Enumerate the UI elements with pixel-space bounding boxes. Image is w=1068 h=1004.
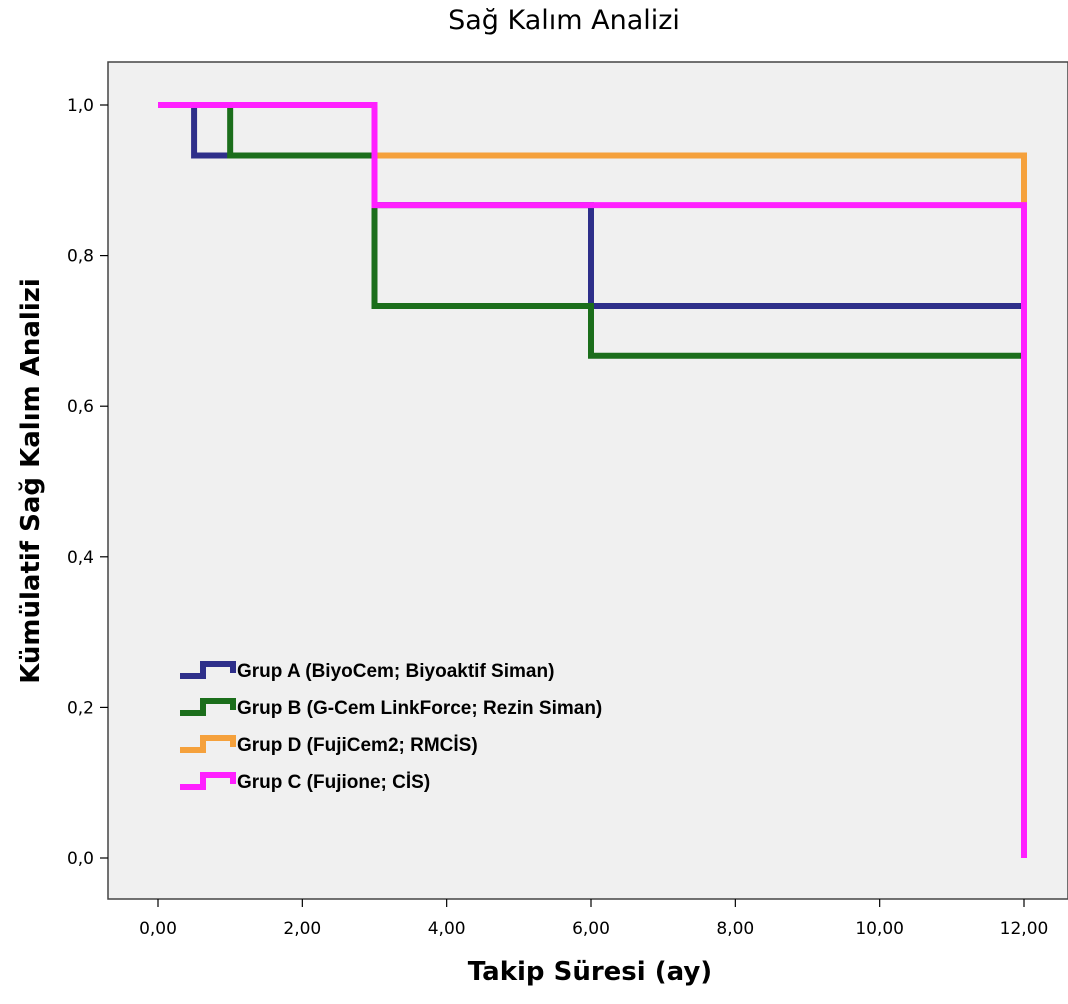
y-tick-label: 0,6: [67, 397, 94, 417]
y-tick-label: 0,4: [67, 548, 94, 568]
legend-swatch: [180, 772, 236, 790]
legend: Grup A (BiyoCem; Biyoaktif Siman) Grup B …: [180, 661, 602, 793]
legend-item: Grup C (Fujione; CİS): [180, 772, 430, 793]
x-tick-label: 4,00: [428, 919, 466, 939]
y-tick-label: 0,0: [67, 849, 94, 869]
series-line-grup-c: [158, 102, 1027, 858]
series-line-grup-b: [158, 102, 1024, 359]
legend-swatch: [180, 661, 236, 679]
legend-label: Grup B (G-Cem LinkForce; Rezin Siman): [237, 698, 602, 719]
series-layer: [158, 102, 1027, 858]
x-axis-title: Takip Süresi (ay): [468, 957, 712, 987]
x-tick-label: 2,00: [283, 919, 321, 939]
y-tick-label: 0,8: [67, 247, 94, 267]
legend-item: Grup D (FujiCem2; RMCİS): [180, 735, 478, 756]
y-tick-label: 1,0: [67, 96, 94, 116]
legend-item: Grup A (BiyoCem; Biyoaktif Siman): [180, 661, 554, 682]
x-axis: 0,00 2,00 4,00 6,00 8,00 10,00 12,00: [139, 899, 1048, 939]
legend-label: Grup D (FujiCem2; RMCİS): [237, 735, 478, 756]
y-tick-label: 0,2: [67, 698, 94, 718]
x-tick-label: 6,00: [572, 919, 610, 939]
chart-title: Sağ Kalım Analizi: [448, 5, 680, 36]
legend-label: Grup C (Fujione; CİS): [237, 772, 430, 793]
legend-label: Grup A (BiyoCem; Biyoaktif Siman): [237, 661, 554, 682]
legend-swatch: [180, 735, 236, 753]
x-tick-label: 10,00: [855, 919, 904, 939]
x-tick-label: 12,00: [1000, 919, 1049, 939]
plot-area: [107, 61, 1068, 900]
x-tick-label: 0,00: [139, 919, 177, 939]
y-axis-title: Kümülatif Sağ Kalım Analizi: [16, 278, 46, 684]
legend-item: Grup B (G-Cem LinkForce; Rezin Siman): [180, 698, 602, 719]
y-axis: 0,0 0,2 0,4 0,6 0,8 1,0: [67, 96, 108, 869]
x-tick-label: 8,00: [716, 919, 754, 939]
legend-swatch: [180, 698, 236, 716]
